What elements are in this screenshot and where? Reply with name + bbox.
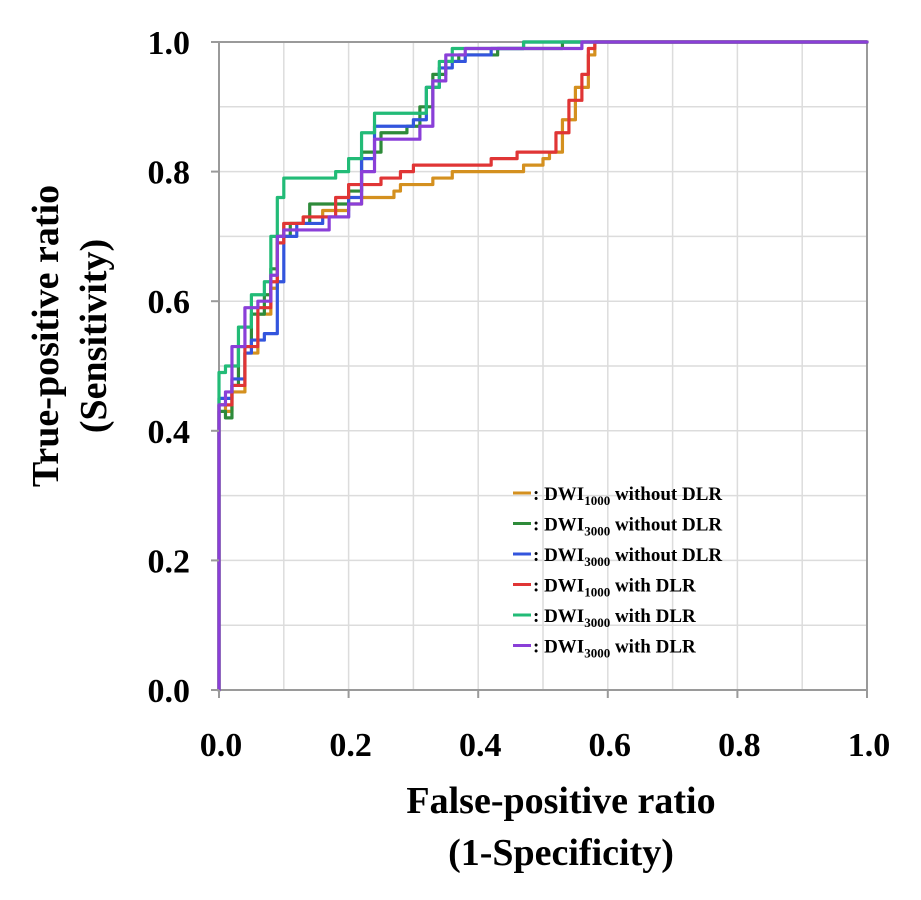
y-tick-label: 0.0 (148, 673, 191, 710)
y-tick-label: 1.0 (148, 25, 191, 62)
x-tick-label: 0.2 (329, 727, 372, 764)
roc-curve-series-6 (217, 40, 869, 692)
legend-entry: : DWI1000 with DLR (533, 576, 696, 600)
y-tick-label: 0.2 (148, 543, 191, 580)
x-tick-label: 0.6 (589, 727, 632, 764)
x-tick-label: 0.0 (200, 727, 243, 764)
legend-entry: : DWI3000 without DLR (533, 545, 722, 569)
y-tick-label: 0.6 (148, 284, 191, 321)
y-axis-title-line2: (Sensitivity) (73, 239, 115, 433)
legend: : DWI1000 without DLR : DWI3000 without D… (513, 484, 722, 661)
grid (219, 42, 867, 690)
legend-entry: : DWI3000 with DLR (533, 637, 696, 661)
legend-entry: : DWI1000 without DLR (533, 484, 722, 508)
legend-entry: : DWI3000 without DLR (533, 515, 722, 539)
y-axis-title-line1: True-positive ratio (25, 185, 67, 487)
legend-entry: : DWI3000 with DLR (533, 606, 696, 630)
tick-labels: 0.0 0.2 0.4 0.6 0.8 1.0 0.0 0.2 0.4 0.6 0.8 1.0 (148, 25, 891, 764)
x-tick-label: 1.0 (848, 727, 891, 764)
roc-curve-series-3 (217, 40, 869, 692)
roc-curve-series-5 (217, 40, 869, 692)
series-group (217, 40, 869, 692)
x-tick-label: 0.4 (459, 727, 502, 764)
x-axis-title-line2: (1-Specificity) (448, 832, 674, 874)
y-tick-label: 0.8 (148, 155, 191, 192)
x-tick-label: 0.8 (718, 727, 761, 764)
roc-curve-series-4 (217, 40, 869, 692)
y-tick-label: 0.4 (148, 414, 191, 451)
x-axis-title-line1: False-positive ratio (406, 780, 715, 822)
roc-curve-series-1 (217, 40, 869, 692)
